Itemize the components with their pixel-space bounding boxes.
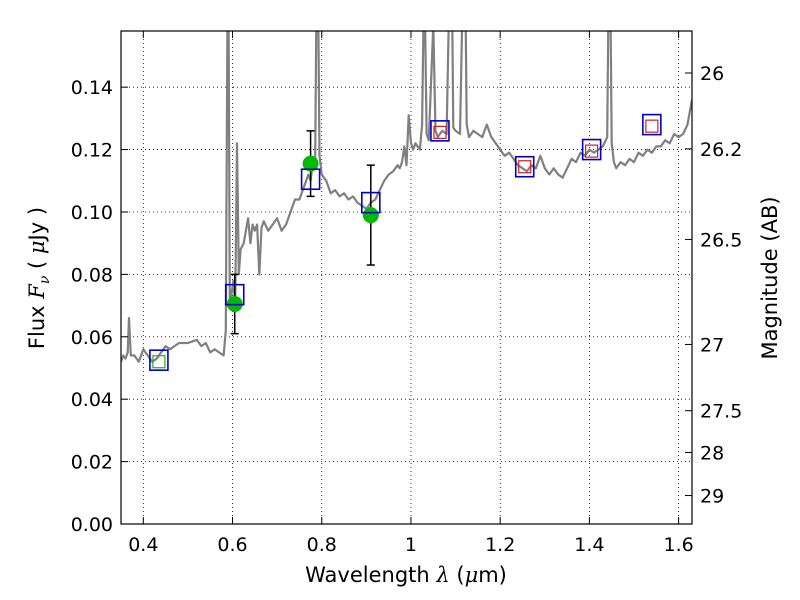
x-tick-label: 1.4 bbox=[574, 534, 604, 556]
y-tick-label: 0.10 bbox=[71, 202, 113, 224]
observed-square bbox=[585, 144, 599, 158]
right-tick-label: 26.2 bbox=[700, 139, 742, 161]
y-tick-label: 0.02 bbox=[71, 452, 113, 474]
marks-layer bbox=[149, 113, 662, 371]
model-square bbox=[149, 349, 169, 371]
photometry-point bbox=[362, 164, 379, 266]
y-tick-label: 0.12 bbox=[71, 140, 113, 162]
model-square bbox=[581, 138, 602, 161]
model-square bbox=[430, 120, 450, 142]
right-tick-label: 27.5 bbox=[700, 401, 742, 423]
observed-square bbox=[518, 160, 532, 174]
x-tick-label: 1.2 bbox=[485, 534, 515, 556]
spectrum-line bbox=[121, 31, 692, 363]
model-square bbox=[514, 155, 535, 178]
y-tick-label: 0.14 bbox=[71, 77, 113, 99]
photometry-dot bbox=[302, 155, 319, 172]
right-tick-label: 27 bbox=[700, 334, 724, 356]
right-axis-label: Magnitude (AB) bbox=[758, 196, 782, 359]
y-tick-label: 0.08 bbox=[71, 264, 113, 286]
photometry-dot bbox=[362, 207, 379, 224]
x-axis-label: Wavelength λ (μm) bbox=[305, 563, 507, 587]
y-tick-label: 0.06 bbox=[71, 327, 113, 349]
observed-square bbox=[645, 119, 659, 133]
model-square bbox=[361, 191, 381, 214]
observed-square bbox=[152, 355, 166, 369]
observed-square bbox=[433, 125, 447, 140]
x-tick-label: 0.4 bbox=[128, 534, 158, 556]
x-tick-label: 1 bbox=[405, 534, 417, 556]
right-tick-label: 26.5 bbox=[700, 229, 742, 251]
model-square bbox=[300, 168, 321, 191]
ticks bbox=[121, 31, 692, 525]
plot-background bbox=[121, 31, 692, 524]
right-tick-label: 28 bbox=[700, 443, 724, 465]
model-square bbox=[642, 113, 662, 136]
x-tick-label: 0.8 bbox=[307, 534, 337, 556]
spectrum-layer bbox=[121, 31, 692, 363]
right-tick-label: 29 bbox=[700, 486, 724, 508]
photometry-point bbox=[302, 130, 319, 198]
right-tick-label: 26 bbox=[700, 63, 724, 85]
y-tick-label: 0.04 bbox=[71, 389, 113, 411]
y-axis-label: Flux Fν ( μJy ) bbox=[25, 207, 53, 349]
x-tick-label: 0.6 bbox=[217, 534, 247, 556]
x-tick-label: 1.6 bbox=[664, 534, 694, 556]
plot-frame bbox=[120, 30, 693, 525]
model-square bbox=[224, 283, 245, 306]
y-tick-label: 0.00 bbox=[71, 514, 113, 536]
